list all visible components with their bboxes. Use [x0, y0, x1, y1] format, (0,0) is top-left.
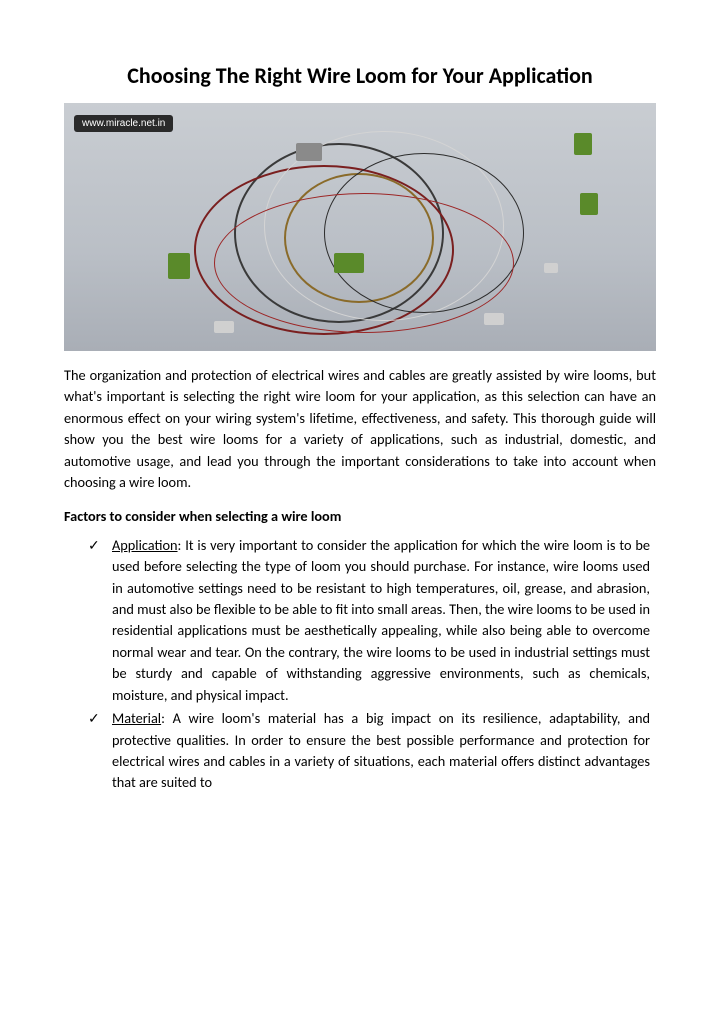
wire-connector	[580, 193, 598, 215]
section-heading: Factors to consider when selecting a wir…	[64, 507, 656, 525]
wire-connector	[168, 253, 190, 279]
factor-body: : A wire loom's material has a big impac…	[112, 709, 650, 791]
page-title: Choosing The Right Wire Loom for Your Ap…	[64, 62, 656, 89]
wire-connector	[574, 133, 592, 155]
factor-term: Material	[112, 709, 161, 727]
factor-term: Application	[112, 536, 178, 554]
wire-connector	[544, 263, 558, 273]
wire-connector	[334, 253, 364, 273]
wire-connector	[214, 321, 234, 333]
wire-illustration	[64, 103, 656, 351]
wire-loop	[214, 193, 514, 333]
hero-image: www.miracle.net.in	[64, 103, 656, 351]
wire-connector	[296, 143, 322, 161]
intro-paragraph: The organization and protection of elect…	[64, 365, 656, 494]
list-item: Application: It is very important to con…	[112, 535, 650, 707]
list-item: Material: A wire loom's material has a b…	[112, 708, 650, 794]
factor-body: : It is very important to consider the a…	[112, 536, 650, 704]
wire-connector	[484, 313, 504, 325]
factors-list: Application: It is very important to con…	[64, 535, 656, 794]
